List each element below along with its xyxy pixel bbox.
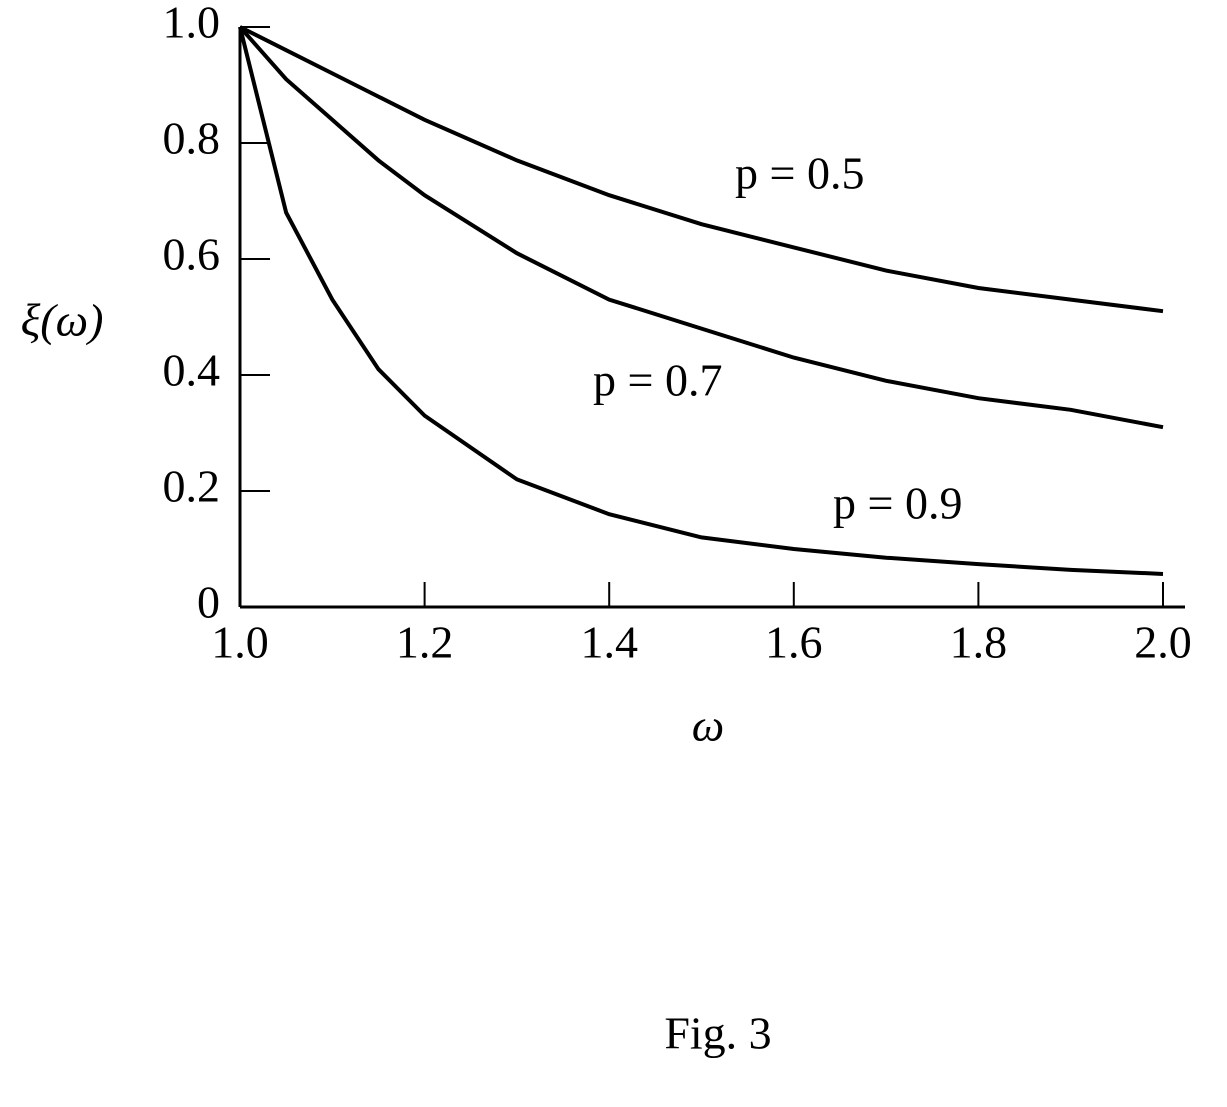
y-tick-label: 0.4 [163,345,221,396]
x-tick-label: 2.0 [1134,617,1192,668]
y-tick-label: 0 [197,577,220,628]
series-line [238,25,1164,430]
y-tick-label: 1.0 [163,0,221,48]
y-axis-label: ξ(ω) [21,295,104,346]
x-tick-label: 1.6 [765,617,823,668]
series-line [238,26,1164,576]
x-axis-label: ω [692,700,724,751]
series-line [239,25,1164,314]
y-tick-label: 0.6 [163,229,221,280]
x-tick-label: 1.8 [950,617,1008,668]
caption: Fig. 3 [664,1008,771,1059]
x-tick-label: 1.4 [580,617,638,668]
series-label: p = 0.9 [833,478,962,529]
series-label: p = 0.7 [593,355,722,406]
series-label: p = 0.5 [735,148,864,199]
x-tick-label: 1.0 [211,617,269,668]
x-tick-label: 1.2 [396,617,454,668]
y-tick-label: 0.8 [163,113,221,164]
y-tick-label: 0.2 [163,461,221,512]
